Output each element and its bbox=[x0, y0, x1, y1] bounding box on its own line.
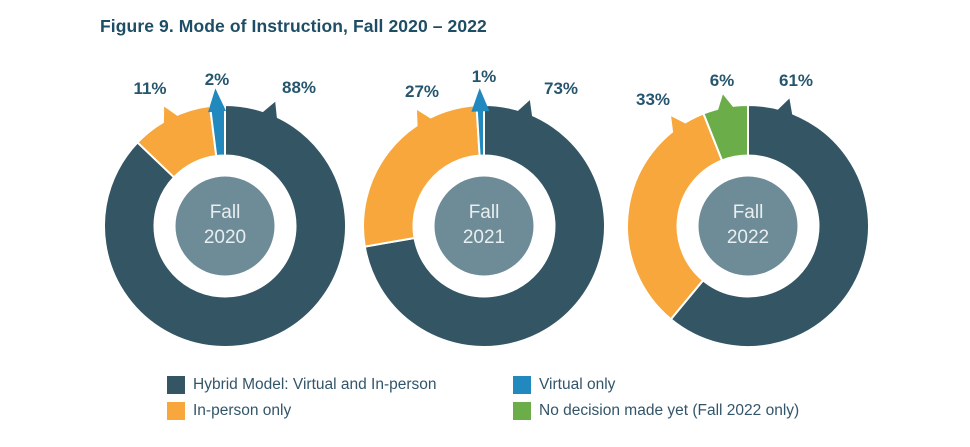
slice-pointer-virtual bbox=[208, 88, 226, 113]
legend-swatch-in_person bbox=[167, 402, 185, 420]
pct-label-in_person: 33% bbox=[635, 90, 671, 109]
donut-center-circle bbox=[434, 176, 534, 276]
legend-item-hybrid: Hybrid Model: Virtual and In-person bbox=[167, 375, 437, 395]
donut-center-label: 2021 bbox=[463, 227, 505, 248]
donut-center-circle bbox=[175, 176, 275, 276]
slice-pointer-in_person bbox=[163, 106, 187, 134]
slice-pointer-virtual bbox=[471, 88, 490, 112]
pct-label-virtual: 2% bbox=[204, 70, 230, 89]
pct-label-hybrid: 61% bbox=[778, 71, 814, 90]
donut-center-label: 2020 bbox=[204, 227, 246, 248]
pct-label-hybrid: 73% bbox=[543, 79, 579, 98]
slice-in_person bbox=[362, 104, 481, 248]
donut-center-circle bbox=[698, 176, 798, 276]
slice-pointer-in_person bbox=[417, 109, 440, 137]
donut-chart-fall-2022: Fall 2022 61% 33% 6% bbox=[603, 56, 893, 356]
slice-hybrid bbox=[669, 104, 870, 348]
pct-label-virtual: 1% bbox=[471, 67, 497, 86]
slice-pointer-hybrid bbox=[770, 98, 795, 125]
figure-title: Figure 9. Mode of Instruction, Fall 2020… bbox=[100, 16, 487, 36]
legend-swatch-virtual bbox=[513, 376, 531, 394]
donut-svg: Fall 2020 bbox=[103, 88, 348, 348]
slice-hybrid bbox=[103, 104, 348, 348]
slice-in_person bbox=[626, 112, 724, 321]
slice-pointer-hybrid bbox=[509, 100, 534, 127]
donut-center-label: 2022 bbox=[727, 227, 769, 248]
slice-no_decision bbox=[702, 104, 749, 162]
legend-swatch-no_decision bbox=[513, 402, 531, 420]
legend-label: Virtual only bbox=[539, 376, 616, 393]
legend-label: No decision made yet (Fall 2022 only) bbox=[539, 402, 800, 419]
slice-pointer-in_person bbox=[671, 116, 696, 143]
donut-center-label: Fall bbox=[210, 202, 241, 223]
legend-item-virtual: Virtual only bbox=[513, 375, 615, 395]
pct-label-in_person: 11% bbox=[133, 79, 167, 98]
slice-pointer-hybrid bbox=[254, 101, 278, 129]
legend-label: Hybrid Model: Virtual and In-person bbox=[193, 376, 437, 393]
pct-label-no_decision: 6% bbox=[709, 71, 735, 90]
donut-chart-fall-2021: Fall 2021 73% 27% 1% bbox=[339, 56, 629, 356]
donut-svg: Fall 2021 bbox=[362, 88, 606, 348]
slice-hybrid bbox=[363, 104, 606, 348]
pct-label-hybrid: 88% bbox=[281, 78, 317, 97]
legend-swatch-hybrid bbox=[167, 376, 185, 394]
donut-svg: Fall 2022 bbox=[626, 94, 870, 348]
legend-item-in_person: In-person only bbox=[167, 401, 291, 421]
donut-chart-fall-2020: Fall 2020 88% 11% 2% bbox=[80, 56, 370, 356]
donut-center-label: Fall bbox=[469, 202, 500, 223]
slice-pointer-no_decision bbox=[714, 94, 740, 121]
pct-label-in_person: 27% bbox=[404, 82, 440, 101]
donut-center-label: Fall bbox=[733, 202, 764, 223]
legend-label: In-person only bbox=[193, 402, 292, 419]
legend-item-no_decision: No decision made yet (Fall 2022 only) bbox=[513, 401, 799, 421]
